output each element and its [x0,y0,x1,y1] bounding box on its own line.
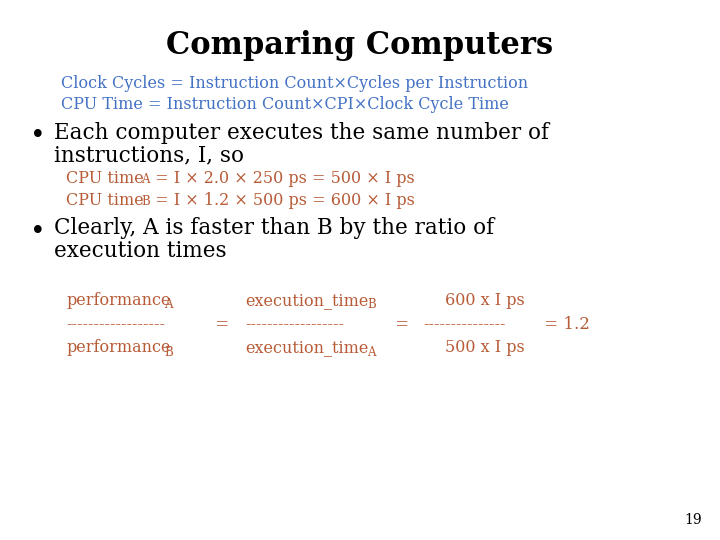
Text: B: B [141,195,150,208]
Text: execution_time: execution_time [245,292,368,308]
Text: =: = [210,316,235,333]
Text: execution_time: execution_time [245,339,368,356]
Text: •: • [30,219,46,244]
Text: CPU time: CPU time [66,170,144,186]
Text: 500 x I ps: 500 x I ps [445,339,525,356]
Text: execution times: execution times [54,240,227,262]
Text: Clock Cycles = Instruction Count×Cycles per Instruction: Clock Cycles = Instruction Count×Cycles … [61,75,528,91]
Text: 600 x I ps: 600 x I ps [445,292,525,308]
Text: = 1.2: = 1.2 [539,316,590,333]
Text: performance: performance [66,339,171,356]
Text: 19: 19 [685,512,702,526]
Text: = I × 1.2 × 500 ps = 600 × I ps: = I × 1.2 × 500 ps = 600 × I ps [150,192,415,208]
Text: CPU Time = Instruction Count×CPI×Clock Cycle Time: CPU Time = Instruction Count×CPI×Clock C… [61,96,509,113]
Text: ------------------: ------------------ [66,316,166,333]
Text: B: B [367,298,376,311]
Text: •: • [30,123,46,148]
Text: Comparing Computers: Comparing Computers [166,30,554,60]
Text: ------------------: ------------------ [245,316,344,333]
Text: instructions, I, so: instructions, I, so [54,144,244,166]
Text: A: A [141,173,150,186]
Text: Each computer executes the same number of: Each computer executes the same number o… [54,122,549,144]
Text: = I × 2.0 × 250 ps = 500 × I ps: = I × 2.0 × 250 ps = 500 × I ps [150,170,415,186]
Text: CPU time: CPU time [66,192,144,208]
Text: A: A [367,346,376,359]
Text: B: B [164,346,173,359]
Text: A: A [164,298,173,311]
Text: ---------------: --------------- [423,316,506,333]
Text: =: = [390,316,414,333]
Text: performance: performance [66,292,171,308]
Text: Clearly, A is faster than B by the ratio of: Clearly, A is faster than B by the ratio… [54,217,494,239]
